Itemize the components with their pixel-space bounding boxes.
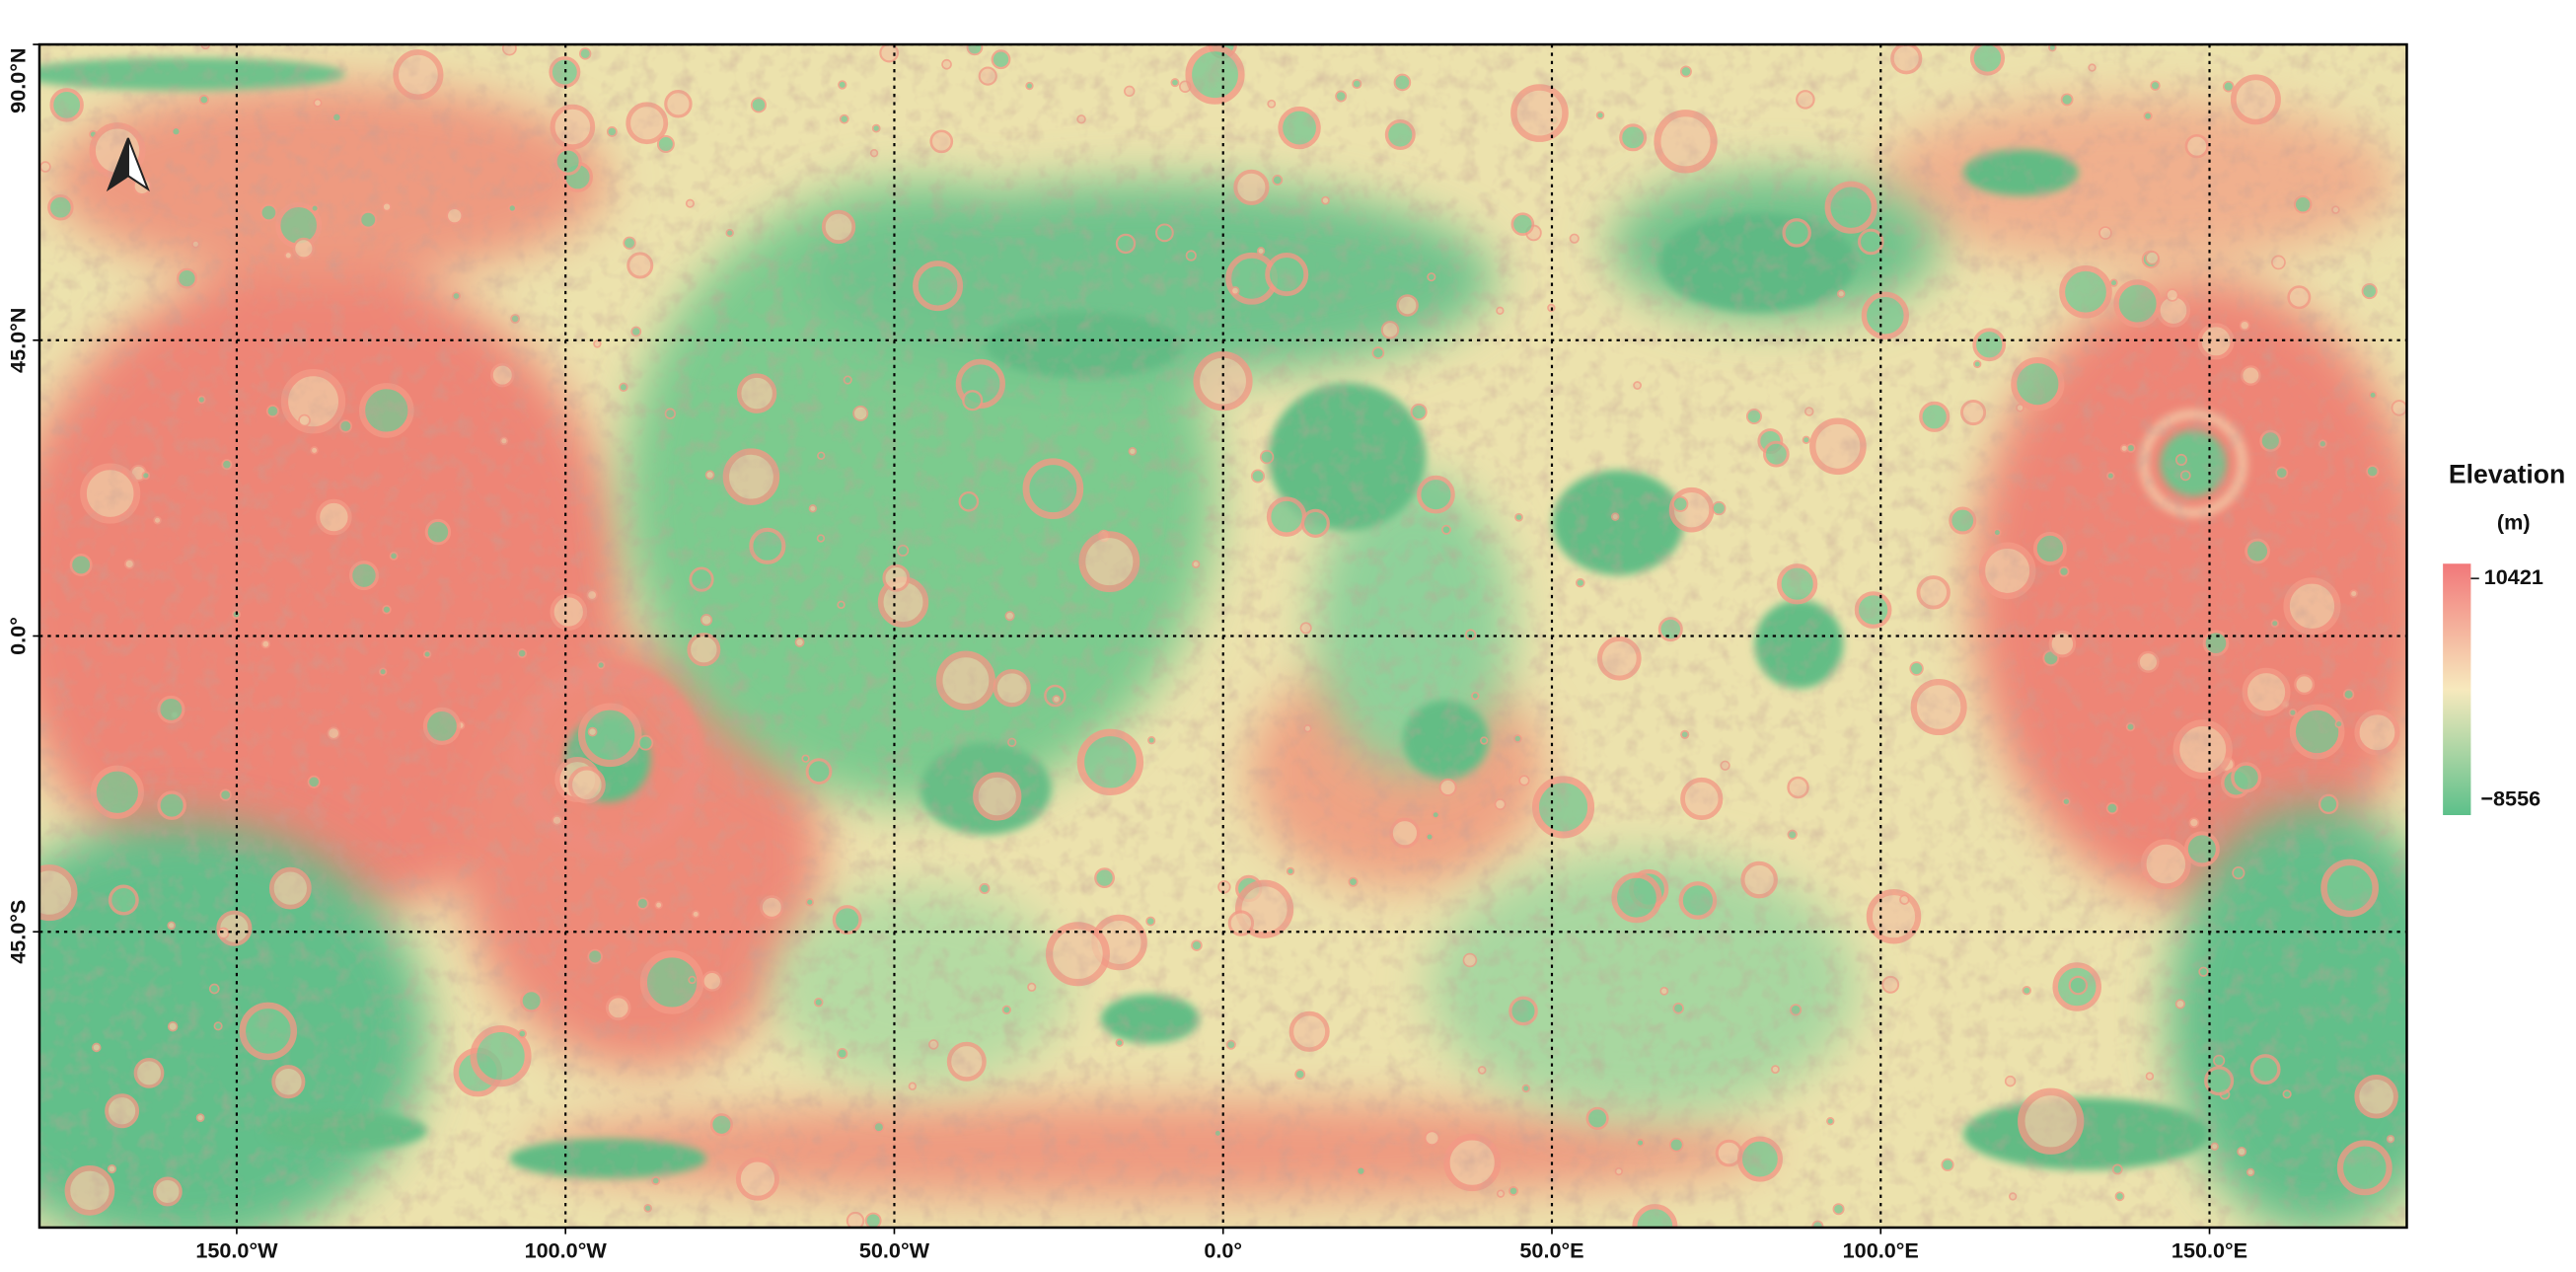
x-tick-label: 100.0°W <box>525 1238 608 1263</box>
legend-title: Elevation <box>2449 460 2565 489</box>
x-tick-label: 100.0°E <box>1843 1238 1919 1263</box>
x-tick-label: 0.0° <box>1204 1238 1242 1263</box>
legend: Elevation (m) 10421 −8556 <box>2443 460 2565 816</box>
legend-min: −8556 <box>2480 786 2540 811</box>
x-tick-label: 150.0°W <box>195 1238 278 1263</box>
north-arrow <box>106 137 150 192</box>
graticule <box>38 44 2407 1228</box>
x-tick-label: 50.0°E <box>1519 1238 1583 1263</box>
y-tick-label: 90.0°N <box>6 47 31 112</box>
legend-unit: (m) <box>2497 509 2531 534</box>
axes: 150.0°W 100.0°W 50.0°W 0.0° 50.0°E 100.0°E 150… <box>6 43 2247 1263</box>
colorbar <box>2443 563 2471 816</box>
y-tick-label: 0.0° <box>6 617 31 655</box>
y-tick-label: 45.0°N <box>6 308 31 373</box>
terrain <box>38 44 2407 1228</box>
legend-max: 10421 <box>2484 564 2543 589</box>
x-tick-label: 150.0°E <box>2171 1238 2247 1263</box>
y-tick-label: 45.0°S <box>6 900 31 964</box>
x-tick-label: 50.0°W <box>859 1238 930 1263</box>
